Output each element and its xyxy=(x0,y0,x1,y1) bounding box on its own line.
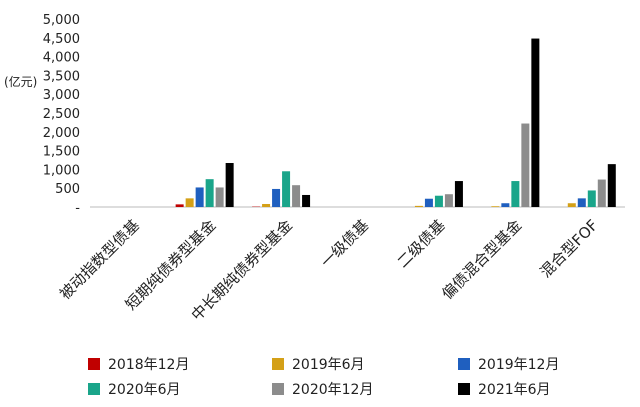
category-labels: 被动指数型债基短期纯债券型基金中长期纯债券型基金 一级债基 二级债基偏债混合型基金混… xyxy=(56,216,602,324)
bar xyxy=(282,171,291,207)
legend-swatch xyxy=(88,383,100,395)
bars xyxy=(175,38,616,207)
bar xyxy=(434,195,443,207)
y-tick-label: 1,500 xyxy=(43,145,80,160)
legend-label: 2019年6月 xyxy=(292,357,365,373)
category-label: 被动指数型债基 xyxy=(56,216,143,303)
legend-swatch xyxy=(88,358,100,370)
y-axis-unit-label: (亿元) xyxy=(4,74,37,89)
bar xyxy=(272,188,281,207)
bar xyxy=(587,190,596,207)
bar xyxy=(195,187,204,207)
y-tick-label: - xyxy=(75,201,80,216)
bar xyxy=(302,194,311,207)
y-tick-label: 4,000 xyxy=(43,51,80,66)
legend-swatch xyxy=(458,383,470,395)
category-label: 二级债基 xyxy=(394,216,449,271)
bar xyxy=(215,187,224,207)
bar xyxy=(597,179,606,207)
y-tick-label: 2,000 xyxy=(43,126,80,141)
legend: 2018年12月 2019年6月 2019年12月 2020年6月 2020年12月 20… xyxy=(88,357,559,398)
y-tick-label: 3,000 xyxy=(43,88,80,103)
bar xyxy=(262,203,271,207)
bar xyxy=(454,181,463,207)
legend-label: 2018年12月 xyxy=(108,357,189,373)
y-tick-label: 500 xyxy=(55,182,80,197)
bar xyxy=(531,38,540,207)
category-label: 混合型FOF xyxy=(537,216,602,281)
y-tick-label: 5,000 xyxy=(43,13,80,28)
category-label: 一级债基 xyxy=(317,216,372,271)
bar xyxy=(175,204,184,207)
bar xyxy=(607,164,616,207)
y-tick-label: 3,500 xyxy=(43,69,80,84)
y-tick-label: 1,000 xyxy=(43,163,80,178)
legend-label: 2020年6月 xyxy=(108,382,181,398)
bar xyxy=(577,198,586,207)
bar xyxy=(414,205,423,207)
legend-label: 2020年12月 xyxy=(292,382,373,398)
bar xyxy=(501,203,510,207)
legend-label: 2019年12月 xyxy=(478,357,559,373)
bar xyxy=(225,163,234,207)
bar xyxy=(511,181,520,207)
bar xyxy=(292,185,301,207)
legend-swatch xyxy=(272,358,284,370)
category-label: 偏债混合型基金 xyxy=(438,216,525,303)
y-tick-label: 2,500 xyxy=(43,107,80,122)
y-axis-ticks: 5,000 4,500 4,000 3,500 3,000 2,500 2,000 1,500… xyxy=(43,13,81,216)
bar xyxy=(205,179,214,207)
bar xyxy=(444,194,453,207)
bar xyxy=(521,123,530,207)
y-tick-label: 4,500 xyxy=(43,32,80,47)
bar xyxy=(185,198,194,207)
legend-swatch xyxy=(458,358,470,370)
bar xyxy=(424,198,433,207)
legend-swatch xyxy=(272,383,284,395)
bar xyxy=(567,203,576,207)
bar xyxy=(491,206,500,207)
legend-label: 2021年6月 xyxy=(478,382,551,398)
